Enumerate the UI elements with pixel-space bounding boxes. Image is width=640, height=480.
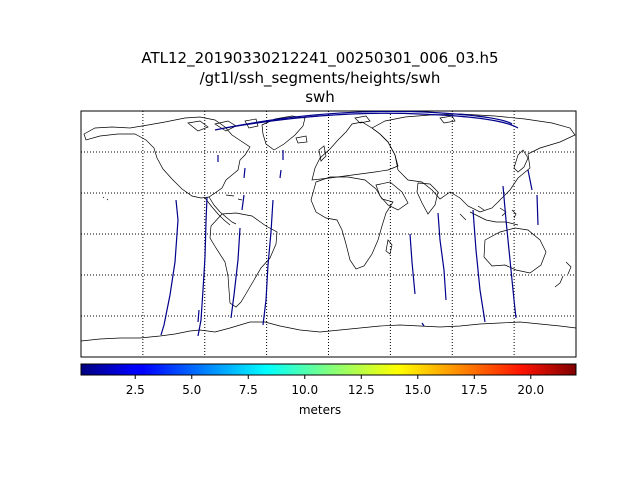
track-segment (243, 167, 246, 179)
coast-south-america (209, 212, 278, 308)
track-segment (502, 185, 517, 319)
coast-antarctica (81, 321, 576, 342)
colorbar-tick-label: 15.0 (404, 383, 432, 397)
track-segment (160, 199, 179, 336)
track-segment (527, 169, 533, 191)
track-segment (472, 209, 486, 323)
coast-central-america (208, 196, 237, 225)
track-segment (536, 194, 539, 226)
colorbar-ticks (134, 375, 532, 379)
track-segment (421, 322, 425, 327)
track-segment (224, 112, 519, 129)
colorbar-tick-label: 20.0 (517, 383, 545, 397)
track-segment (230, 194, 245, 319)
title-filename: ATL12_20190330212241_00250301_006_03.h5 (141, 49, 499, 67)
coast-japan (513, 149, 529, 173)
tracks (160, 111, 539, 337)
coast-north-america (83, 116, 251, 199)
track-segment (197, 309, 200, 323)
coast-indonesia (469, 205, 519, 226)
colorbar-tick-label: 10.0 (291, 383, 319, 397)
colorbar-tick-label: 7.5 (238, 383, 258, 397)
track-segment (279, 150, 284, 179)
coast-new-zealand (554, 261, 572, 288)
coastlines (81, 113, 576, 342)
colorbar-tick-label: 17.5 (460, 383, 488, 397)
track-segment (409, 233, 416, 295)
track-segment (437, 212, 447, 301)
coast-caribbean (225, 194, 243, 201)
coast-arabia (375, 181, 409, 211)
colorbar (80, 363, 577, 376)
title-dataset-path: /gt1l/ssh_segments/heights/swh (199, 69, 441, 87)
coast-iceland (295, 135, 308, 144)
colorbar-tick-label: 2.5 (125, 383, 145, 397)
coast-asia (371, 113, 576, 213)
track-segment (214, 111, 513, 131)
coast-africa (310, 176, 394, 270)
coast-madagascar (385, 239, 393, 255)
coast-uk (318, 145, 327, 162)
coast-hawaii (102, 196, 109, 201)
coast-greenland (261, 115, 306, 151)
map-content (81, 111, 576, 357)
colorbar-units: meters (298, 403, 342, 417)
track-segment (262, 199, 274, 326)
coast-india (416, 182, 439, 215)
coast-australia (483, 227, 547, 274)
colorbar-tick-label: 5.0 (182, 383, 202, 397)
graticule (81, 111, 576, 357)
title-variable: swh (305, 88, 335, 106)
track-segment (197, 196, 208, 337)
colorbar-tick-label: 12.5 (347, 383, 375, 397)
